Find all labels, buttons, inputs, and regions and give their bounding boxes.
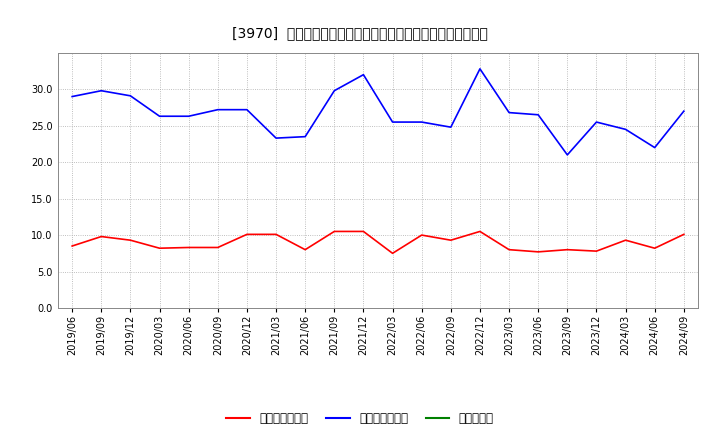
Legend: 売上債権回転率, 買入債務回転率, 在庫回転率: 売上債権回転率, 買入債務回転率, 在庫回転率 bbox=[222, 407, 498, 430]
Text: [3970]  売上債権回転率、買入債務回転率、在庫回転率の推移: [3970] 売上債権回転率、買入債務回転率、在庫回転率の推移 bbox=[232, 26, 488, 40]
